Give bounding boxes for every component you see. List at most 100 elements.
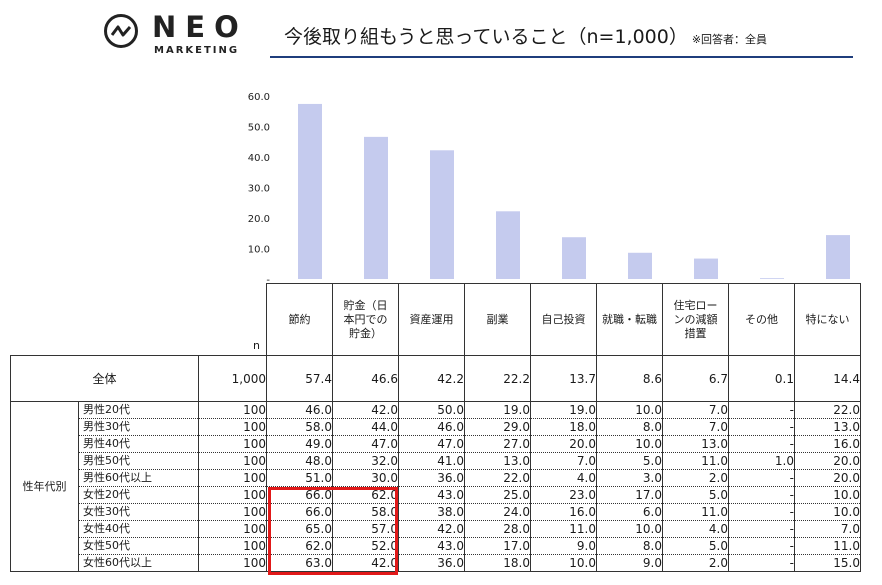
- cell-value: -: [728, 554, 795, 572]
- total-value: 42.2: [398, 355, 465, 402]
- page-title: 今後取り組もうと思っていること（n=1,000） ※回答者：全員: [284, 22, 767, 49]
- bar: [562, 237, 586, 279]
- column-header: 特にない: [794, 283, 861, 356]
- y-tick-label: 30.0: [248, 184, 270, 195]
- cell-value: 66.0: [266, 486, 333, 504]
- cell-value: -: [728, 503, 795, 521]
- cell-value: 65.0: [266, 520, 333, 538]
- cell-value: 58.0: [266, 418, 333, 436]
- row-n: 100: [198, 452, 267, 470]
- cell-value: 32.0: [332, 452, 399, 470]
- neo-marketing-logo-icon: [104, 14, 138, 48]
- total-value: 14.4: [794, 355, 861, 402]
- cell-value: 7.0: [662, 401, 729, 419]
- total-n: 1,000: [198, 355, 267, 402]
- table-row: 女性60代以上 100 63.0 42.0 36.0 18.0 10.0 9.0 2.0-15.…: [11, 554, 861, 572]
- row-label: 男性30代: [78, 418, 199, 436]
- total-row-label: 全体: [10, 355, 199, 402]
- cell-value: 41.0: [398, 452, 465, 470]
- highlight-box: [268, 487, 398, 575]
- cell-value: 19.0: [530, 401, 597, 419]
- cell-value: 16.0: [530, 503, 597, 521]
- cell-value: 30.0: [332, 469, 399, 487]
- y-tick-label: -: [266, 275, 270, 286]
- cell-value: 2.0: [662, 554, 729, 572]
- group-label: 性年代別: [10, 401, 79, 572]
- cell-value: 6.0: [596, 503, 663, 521]
- row-label: 男性50代: [78, 452, 199, 470]
- table-row: 女性20代 100 66.0 62.0 43.0 25.0 23.0 17.0 5.0-10.0: [11, 486, 861, 504]
- cell-value: 4.0: [530, 469, 597, 487]
- column-header: 貯金（日 本円での 貯金）: [332, 283, 399, 356]
- row-label: 女性40代: [78, 520, 199, 538]
- cell-value: -: [728, 469, 795, 487]
- cell-value: 3.0: [596, 469, 663, 487]
- table-row: 男性60代以上 100 51.0 30.0 36.0 22.0 4.0 3.0 2.0-20.0: [11, 469, 861, 487]
- row-n: 100: [198, 520, 267, 538]
- cell-value: 1.0: [728, 452, 795, 470]
- column-header: 節約: [266, 283, 333, 356]
- cell-value: 57.0: [332, 520, 399, 538]
- total-value: 46.6: [332, 355, 399, 402]
- table-row: 女性40代 100 65.0 57.0 42.0 28.0 11.0 10.0 4.0-7.0: [11, 520, 861, 538]
- cell-value: 13.0: [662, 435, 729, 453]
- bar: [826, 235, 850, 279]
- cell-value: 11.0: [662, 503, 729, 521]
- cell-value: 10.0: [794, 503, 861, 521]
- cell-value: 25.0: [464, 486, 531, 504]
- total-value: 8.6: [596, 355, 663, 402]
- row-label: 女性60代以上: [78, 554, 199, 572]
- bar-chart: 60.0 50.0 40.0 30.0 20.0 10.0 -: [248, 92, 850, 286]
- cell-value: 66.0: [266, 503, 333, 521]
- cell-value: 2.0: [662, 469, 729, 487]
- cell-value: 22.0: [794, 401, 861, 419]
- cell-value: 47.0: [332, 435, 399, 453]
- row-label: 男性60代以上: [78, 469, 199, 487]
- total-value: 22.2: [464, 355, 531, 402]
- cell-value: 63.0: [266, 554, 333, 572]
- cell-value: 15.0: [794, 554, 861, 572]
- cell-value: 29.0: [464, 418, 531, 436]
- y-tick-label: 10.0: [248, 245, 270, 256]
- cell-value: 43.0: [398, 486, 465, 504]
- cell-value: 13.0: [794, 418, 861, 436]
- table-row: 男性30代 100 58.0 44.0 46.0 29.0 18.0 8.0 7.0-13.0: [11, 418, 861, 436]
- cell-value: 24.0: [464, 503, 531, 521]
- cell-value: 51.0: [266, 469, 333, 487]
- cell-value: 20.0: [794, 452, 861, 470]
- cell-value: 10.0: [596, 401, 663, 419]
- bar: [364, 136, 388, 279]
- table-row: 男性40代 100 49.0 47.0 47.0 27.0 20.0 10.0 13.0-16.…: [11, 435, 861, 453]
- total-value: 57.4: [266, 355, 333, 402]
- cell-value: 18.0: [530, 418, 597, 436]
- cell-value: 46.0: [266, 401, 333, 419]
- data-table: n 節約 貯金（日 本円での 貯金） 資産運用 副業 自己投資 就職・転職 住宅ロー ンの減…: [10, 283, 861, 572]
- cell-value: 4.0: [662, 520, 729, 538]
- cell-value: 7.0: [662, 418, 729, 436]
- cell-value: -: [728, 520, 795, 538]
- column-header: 自己投資: [530, 283, 597, 356]
- bar: [760, 278, 784, 279]
- row-n: 100: [198, 435, 267, 453]
- column-header: 住宅ロー ンの減額 措置: [662, 283, 729, 356]
- cell-value: 46.0: [398, 418, 465, 436]
- cell-value: 5.0: [596, 452, 663, 470]
- cell-value: 9.0: [596, 554, 663, 572]
- column-header: 就職・転職: [596, 283, 663, 356]
- row-n: 100: [198, 486, 267, 504]
- cell-value: 7.0: [794, 520, 861, 538]
- total-row: 全体 1,000 57.4 46.6 42.2 22.2 13.7 8.6 6.7 0.1 14…: [10, 355, 861, 402]
- cell-value: 62.0: [266, 537, 333, 555]
- cell-value: 5.0: [662, 537, 729, 555]
- y-tick-label: 40.0: [248, 153, 270, 164]
- row-label: 男性20代: [78, 401, 199, 419]
- cell-value: 10.0: [596, 520, 663, 538]
- column-header: 副業: [464, 283, 531, 356]
- cell-value: 7.0: [530, 452, 597, 470]
- bar: [628, 252, 652, 279]
- cell-value: 10.0: [530, 554, 597, 572]
- cell-value: 42.0: [332, 554, 399, 572]
- logo-wordmark: NEO: [152, 10, 248, 44]
- cell-value: 11.0: [794, 537, 861, 555]
- cell-value: 27.0: [464, 435, 531, 453]
